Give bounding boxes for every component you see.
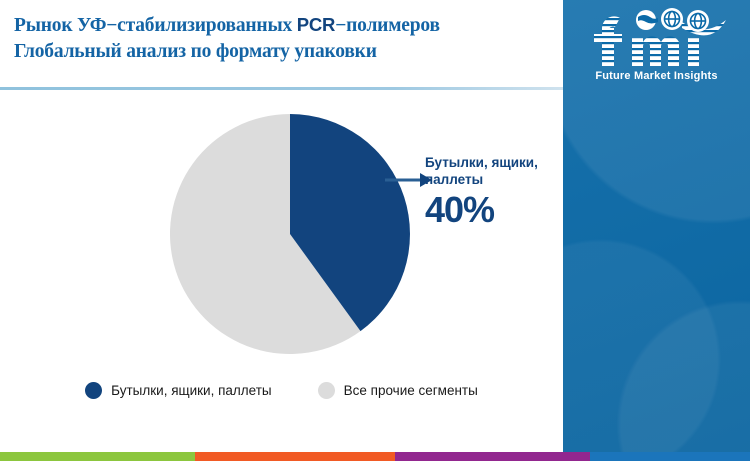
footer-bar-segment-purple xyxy=(395,452,590,461)
callout-arrow-icon xyxy=(420,173,432,187)
legend-item-bottles[interactable]: Бутылки, ящики, паллеты xyxy=(85,382,272,399)
legend-item-label: Бутылки, ящики, паллеты xyxy=(111,383,272,398)
legend-item-other[interactable]: Все прочие сегменты xyxy=(317,382,478,399)
page-title-pcr: PCR xyxy=(296,14,336,35)
brand-panel: Future Market Insights Другие сегменты К… xyxy=(563,0,750,461)
footer-bar-segment-blue xyxy=(590,452,750,461)
page-title-line-1: Рынок УФ−стабилизированных PCR−полимеров xyxy=(14,12,549,39)
page-title-line-2: Глобальный анализ по формату упаковки xyxy=(14,41,377,62)
fmi-wordmark-icon xyxy=(593,8,726,66)
legend-swatch-icon xyxy=(317,382,335,399)
page-title-text-a: Рынок УФ−стабилизированных xyxy=(14,15,297,36)
pie-slice-other[interactable] xyxy=(170,114,361,354)
pie-slice-bottles[interactable] xyxy=(290,114,410,332)
header-divider xyxy=(0,87,563,90)
callout-label-line-1: Бутылки, ящики, xyxy=(425,155,538,170)
footer-bar-segment-green xyxy=(0,452,195,461)
legend-item-label: Все прочие сегменты xyxy=(343,383,478,398)
callout-label-line-2: паллеты xyxy=(425,172,484,187)
footer-bar-segment-orange xyxy=(195,452,395,461)
callout-bottles: Бутылки, ящики, паллеты 40% xyxy=(425,154,545,230)
fmi-logo-tagline: Future Market Insights xyxy=(595,70,718,82)
fmi-logo: Future Market Insights xyxy=(563,6,750,82)
callout-value: 40% xyxy=(425,189,495,230)
chart-legend: Бутылки, ящики, паллеты Все прочие сегме… xyxy=(0,382,563,399)
chart-area: Бутылки, ящики, паллеты 40% Бутылки, ящи… xyxy=(0,90,563,428)
page-title-text-b: −полимеров xyxy=(335,15,440,36)
footer-color-bar xyxy=(0,452,750,461)
fmi-logo-mark xyxy=(582,6,732,68)
pie-chart xyxy=(170,114,432,354)
legend-swatch-icon xyxy=(85,382,103,399)
header: Рынок УФ−стабилизированных PCR−полимеров… xyxy=(0,0,563,88)
